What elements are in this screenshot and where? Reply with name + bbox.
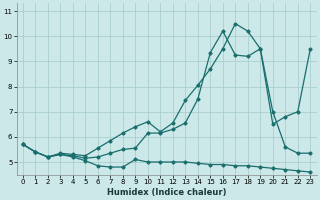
X-axis label: Humidex (Indice chaleur): Humidex (Indice chaleur) xyxy=(107,188,226,197)
